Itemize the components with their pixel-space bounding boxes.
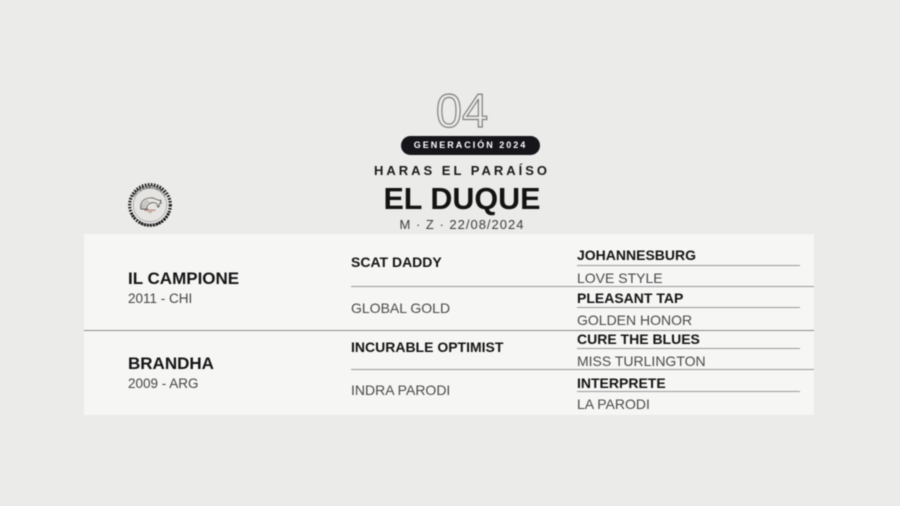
svg-text:04: 04: [436, 84, 488, 136]
